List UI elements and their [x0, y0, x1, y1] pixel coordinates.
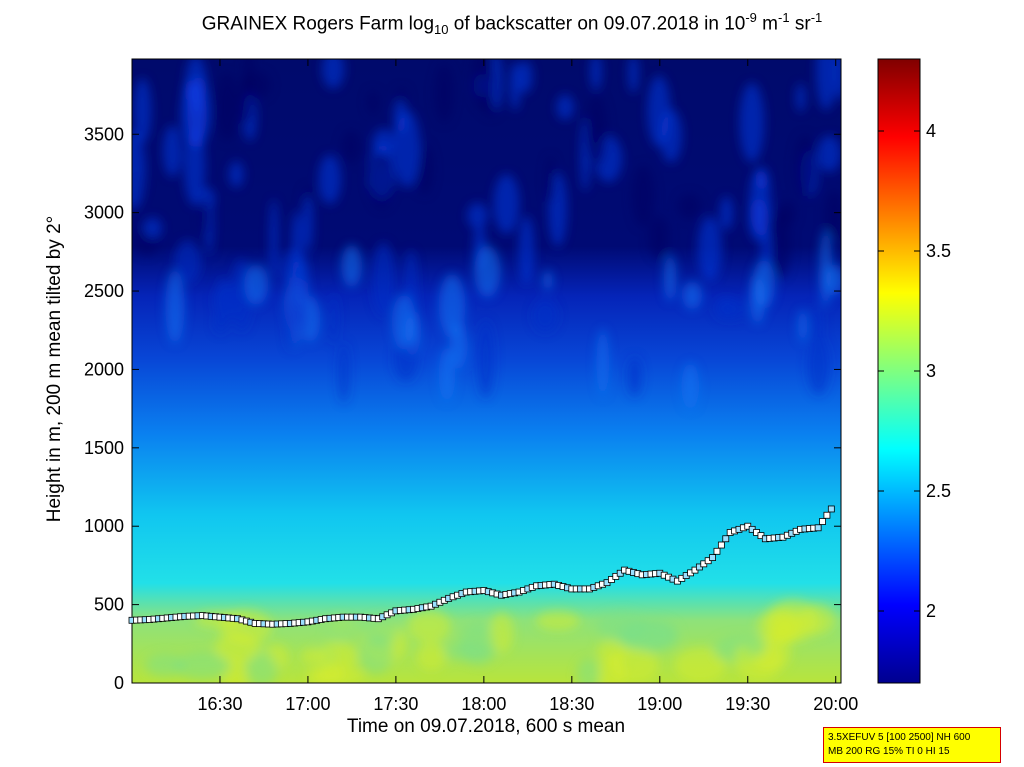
y-tick-label: 0 [114, 673, 124, 693]
colorbar-tick-label: 3.5 [926, 241, 951, 261]
chart-title: GRAINEX Rogers Farm log10 of backscatter… [201, 10, 823, 38]
x-tick-label: 17:00 [285, 694, 330, 714]
info-line-2: MB 200 RG 15% TI 0 HI 15 [828, 746, 950, 757]
colorbar-tick-label: 2.5 [926, 481, 951, 501]
x-tick-label: 19:30 [725, 694, 770, 714]
colorbar [877, 58, 921, 684]
colorbar-ticks: 2 2.5 3 3.5 4 [878, 121, 951, 621]
y-tick-label: 1000 [84, 516, 124, 536]
y-tick-label: 2500 [84, 281, 124, 301]
y-tick-label: 3500 [84, 124, 124, 144]
x-tick-label: 16:30 [197, 694, 242, 714]
y-axis-label: Height in m, 200 m mean tilted by 2° [44, 215, 65, 523]
layer-markers [128, 505, 835, 628]
x-tick-label: 20:00 [813, 694, 858, 714]
x-tick-label: 17:30 [373, 694, 418, 714]
x-tick-label: 18:00 [461, 694, 506, 714]
x-tick-label: 19:00 [637, 694, 682, 714]
colorbar-tick-label: 3 [926, 361, 936, 381]
layer-marker [713, 547, 721, 555]
layer-marker [819, 518, 826, 525]
y-tick-label: 3000 [84, 203, 124, 223]
x-axis: 16:30 17:00 17:30 18:00 18:30 19:00 19:30 20:00 [197, 59, 858, 714]
x-axis-label: Time on 09.07.2018, 600 s mean [346, 716, 626, 737]
y-tick-label: 500 [94, 595, 124, 615]
heatmap-field [132, 59, 841, 683]
layer-marker [814, 524, 822, 532]
layer-marker [722, 535, 730, 543]
x-tick-label: 18:30 [549, 694, 594, 714]
info-box: 3.5XEFUV 5 [100 2500] NH 600 MB 200 RG 1… [823, 727, 1001, 763]
layer-marker [827, 505, 835, 513]
colorbar-tick-label: 2 [926, 601, 936, 621]
layer-marker [709, 554, 716, 561]
layer-marker [717, 541, 725, 549]
y-tick-label: 1500 [84, 438, 124, 458]
plot-frame [131, 58, 842, 684]
y-tick-label: 2000 [84, 359, 124, 379]
layer-marker [823, 511, 831, 519]
y-axis: 0 500 1000 1500 2000 2500 3000 3500 [84, 124, 841, 693]
info-line-1: 3.5XEFUV 5 [100 2500] NH 600 [828, 732, 971, 743]
colorbar-tick-label: 4 [926, 121, 936, 141]
